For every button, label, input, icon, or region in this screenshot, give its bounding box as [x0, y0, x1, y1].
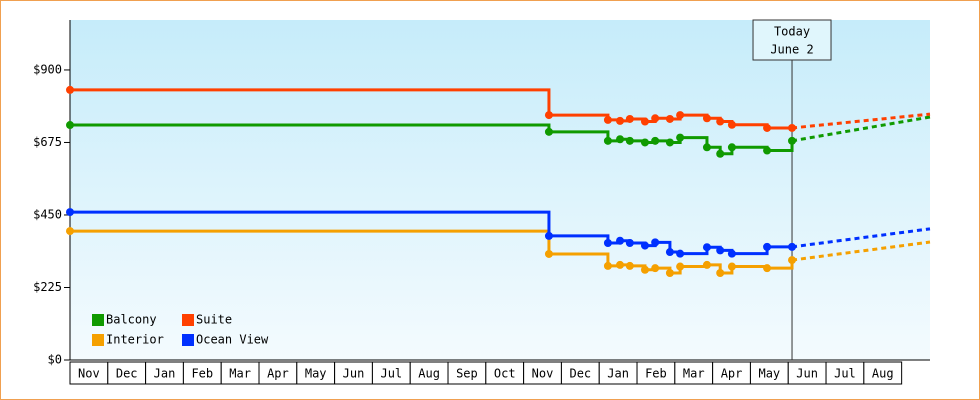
x-tick-label: Mar	[229, 367, 251, 381]
today-label: Today	[774, 25, 810, 39]
x-tick-label: May	[305, 367, 327, 381]
point	[640, 117, 649, 126]
x-tick-label: Oct	[494, 367, 516, 381]
y-tick-label: $225	[33, 280, 62, 294]
point	[66, 85, 74, 94]
point	[616, 260, 625, 269]
point	[544, 249, 553, 258]
point	[763, 242, 772, 251]
x-tick-label: Jan	[607, 367, 629, 381]
point	[676, 133, 685, 142]
point	[640, 138, 649, 147]
legend-label: Interior	[106, 333, 164, 347]
point	[544, 111, 553, 120]
point	[665, 248, 674, 257]
point	[665, 268, 674, 277]
x-tick-label: Nov	[532, 367, 554, 381]
point	[616, 116, 625, 125]
point	[603, 115, 612, 124]
point	[651, 238, 660, 247]
legend-label: Suite	[196, 313, 232, 327]
x-tick-label: Sep	[456, 367, 478, 381]
today-date: June 2	[770, 43, 813, 57]
x-tick-label: Nov	[78, 367, 100, 381]
x-tick-label: Jul	[834, 367, 856, 381]
x-tick-label: Feb	[645, 367, 667, 381]
y-tick-label: $0	[48, 353, 62, 367]
y-tick-label: $900	[33, 62, 62, 76]
point	[544, 231, 553, 240]
point	[625, 239, 634, 248]
point	[716, 246, 725, 255]
point	[727, 143, 736, 152]
point	[544, 127, 553, 136]
point	[727, 262, 736, 271]
legend-swatch	[182, 314, 194, 326]
x-tick-label: Dec	[116, 367, 138, 381]
month-cell	[863, 361, 903, 385]
x-tick-label: Jul	[380, 367, 402, 381]
point	[676, 262, 685, 271]
point	[763, 264, 772, 273]
x-tick-label: Feb	[191, 367, 213, 381]
y-tick-label: $450	[33, 207, 62, 221]
x-tick-label: Mar	[683, 367, 705, 381]
legend-swatch	[182, 334, 194, 346]
legend-swatch	[92, 314, 104, 326]
point	[616, 135, 625, 144]
point	[702, 114, 711, 123]
x-tick-label: Jun	[796, 367, 818, 381]
x-tick-label: Jan	[154, 367, 176, 381]
legend-label: Ocean View	[196, 333, 269, 347]
x-tick-label: Dec	[569, 367, 591, 381]
plot-area	[70, 20, 930, 360]
x-tick-label: Aug	[418, 367, 440, 381]
point	[603, 136, 612, 145]
today-box	[752, 19, 832, 61]
legend-label: Balcony	[106, 313, 157, 327]
point	[625, 136, 634, 145]
point	[727, 120, 736, 129]
point	[625, 261, 634, 270]
point	[716, 268, 725, 277]
x-tick-label: May	[758, 367, 780, 381]
point	[727, 249, 736, 258]
point	[66, 121, 74, 130]
point	[66, 208, 74, 217]
point	[676, 249, 685, 258]
y-tick-label: $675	[33, 135, 62, 149]
point	[763, 123, 772, 132]
point	[616, 236, 625, 245]
point	[603, 261, 612, 270]
x-tick-label: Apr	[267, 367, 289, 381]
point	[665, 114, 674, 123]
point	[665, 138, 674, 147]
point	[651, 264, 660, 273]
point	[651, 114, 660, 123]
point	[640, 265, 649, 274]
point	[702, 143, 711, 152]
point	[702, 260, 711, 269]
point	[625, 114, 634, 123]
point	[676, 111, 685, 120]
legend-swatch	[92, 334, 104, 346]
point	[603, 239, 612, 248]
point	[702, 243, 711, 252]
point	[763, 146, 772, 155]
x-tick-label: Apr	[721, 367, 743, 381]
x-tick-label: Jun	[343, 367, 365, 381]
x-tick-label: Aug	[872, 367, 894, 381]
point	[716, 117, 725, 126]
point	[66, 227, 74, 236]
point	[640, 241, 649, 250]
point	[716, 149, 725, 158]
point	[651, 136, 660, 145]
